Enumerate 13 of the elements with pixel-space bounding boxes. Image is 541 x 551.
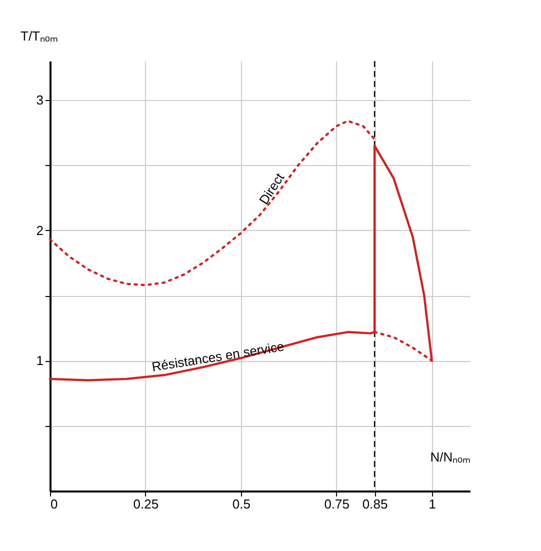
x-tick-label: 0.25 xyxy=(133,496,159,512)
annotation: Résistances en service xyxy=(150,338,286,374)
x-axis-title: N/Nₙₒₘ xyxy=(430,450,470,464)
x-tick-label: 1 xyxy=(428,496,436,512)
x-tick-label: 0 xyxy=(50,496,58,512)
y-tick-label: 1 xyxy=(36,353,44,368)
x-tick-label: 0.75 xyxy=(324,496,350,512)
y-tick-label: 3 xyxy=(36,92,44,108)
line-series xyxy=(48,120,376,286)
x-tick-label: 0.5 xyxy=(232,496,250,512)
y-tick-label: 2 xyxy=(36,222,44,238)
y-axis-title: T/Tₙₒₘ xyxy=(20,28,58,44)
x-tick-label: 0.85 xyxy=(362,496,388,512)
